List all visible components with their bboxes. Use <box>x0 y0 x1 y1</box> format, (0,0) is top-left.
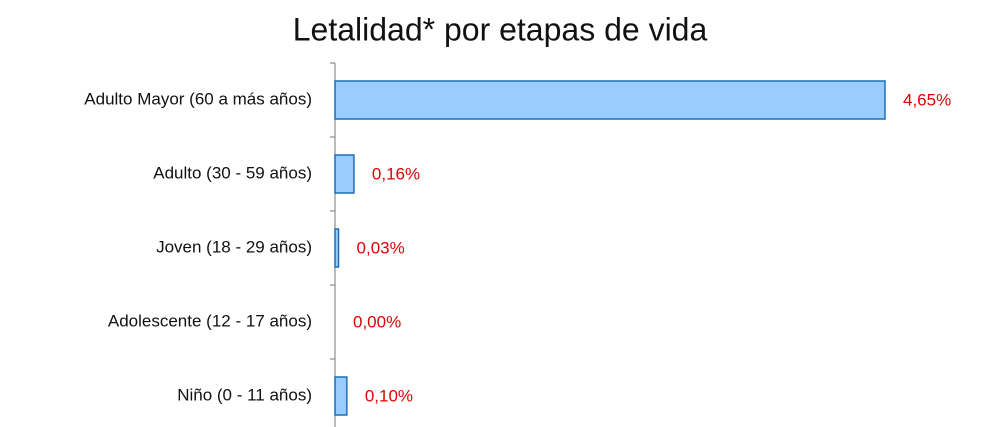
y-tick-label: Adolescente (12 - 17 años) <box>108 311 312 330</box>
data-label: 0,16% <box>372 164 420 183</box>
bar <box>334 376 348 416</box>
y-tick-label: Joven (18 - 29 años) <box>156 237 312 256</box>
y-tick-label: Adulto Mayor (60 a más años) <box>84 89 312 108</box>
bar <box>334 154 355 194</box>
data-label: 0,10% <box>365 386 413 405</box>
y-tick-label: Adulto (30 - 59 años) <box>153 163 312 182</box>
data-label: 4,65% <box>903 90 951 109</box>
chart-title: Letalidad* por etapas de vida <box>293 11 708 47</box>
bar <box>334 80 886 120</box>
bar <box>334 228 340 268</box>
data-label: 0,03% <box>357 238 405 257</box>
y-tick-label: Niño (0 - 11 años) <box>177 385 312 404</box>
data-label: 0,00% <box>353 312 401 331</box>
